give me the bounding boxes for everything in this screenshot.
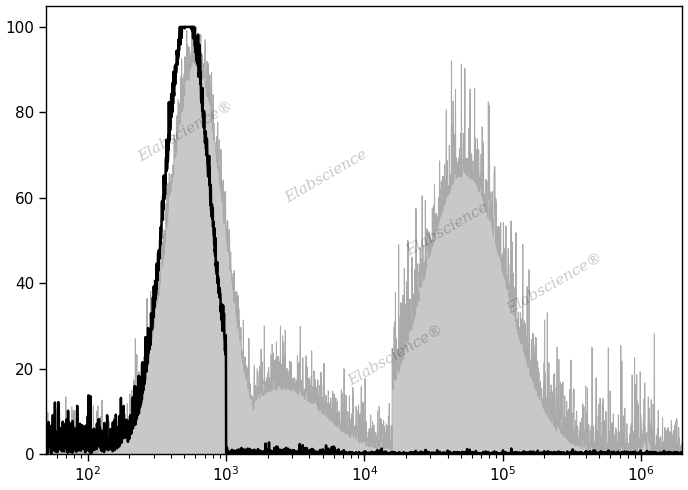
Text: Elabscience®: Elabscience® [505, 250, 605, 317]
Text: Elabscience®: Elabscience® [136, 98, 237, 164]
Text: Elabscience: Elabscience [283, 147, 369, 205]
Text: Elabscience®: Elabscience® [346, 322, 447, 388]
Text: Elabscience: Elabscience [403, 200, 491, 259]
